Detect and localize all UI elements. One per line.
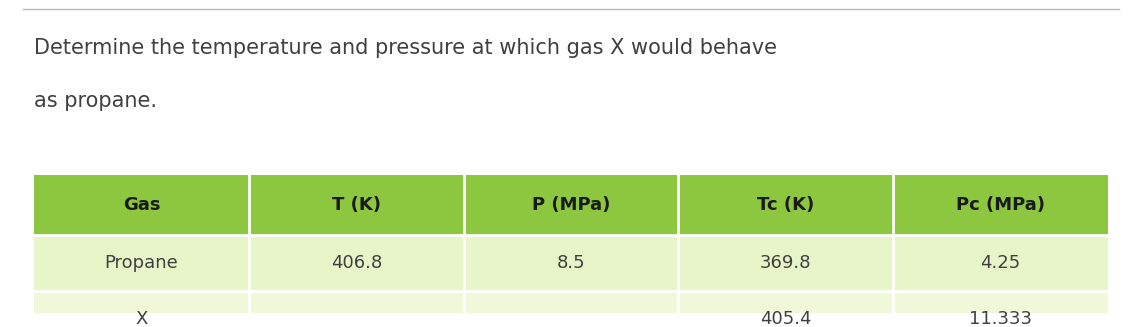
Bar: [34, 175, 249, 235]
Text: Propane: Propane: [105, 254, 178, 272]
Text: 11.333: 11.333: [968, 310, 1032, 327]
Text: as propane.: as propane.: [34, 91, 158, 111]
Text: Gas: Gas: [123, 196, 160, 214]
Bar: [464, 235, 678, 291]
Text: 405.4: 405.4: [759, 310, 812, 327]
Bar: [678, 291, 893, 327]
Text: 369.8: 369.8: [759, 254, 812, 272]
Bar: [34, 235, 249, 291]
Text: 406.8: 406.8: [331, 254, 381, 272]
Bar: [249, 175, 464, 235]
Text: P (MPa): P (MPa): [532, 196, 610, 214]
Bar: [893, 235, 1108, 291]
Bar: [893, 291, 1108, 327]
Bar: [678, 175, 893, 235]
Bar: [893, 175, 1108, 235]
Text: T (K): T (K): [332, 196, 380, 214]
Text: X: X: [136, 310, 147, 327]
Bar: [678, 235, 893, 291]
Text: Tc (K): Tc (K): [757, 196, 814, 214]
Text: Pc (MPa): Pc (MPa): [956, 196, 1045, 214]
Text: 8.5: 8.5: [556, 254, 586, 272]
Bar: [34, 291, 249, 327]
Bar: [249, 291, 464, 327]
Bar: [249, 235, 464, 291]
Bar: [464, 175, 678, 235]
Text: Determine the temperature and pressure at which gas X would behave: Determine the temperature and pressure a…: [34, 38, 778, 58]
Bar: [464, 291, 678, 327]
Text: 4.25: 4.25: [980, 254, 1021, 272]
